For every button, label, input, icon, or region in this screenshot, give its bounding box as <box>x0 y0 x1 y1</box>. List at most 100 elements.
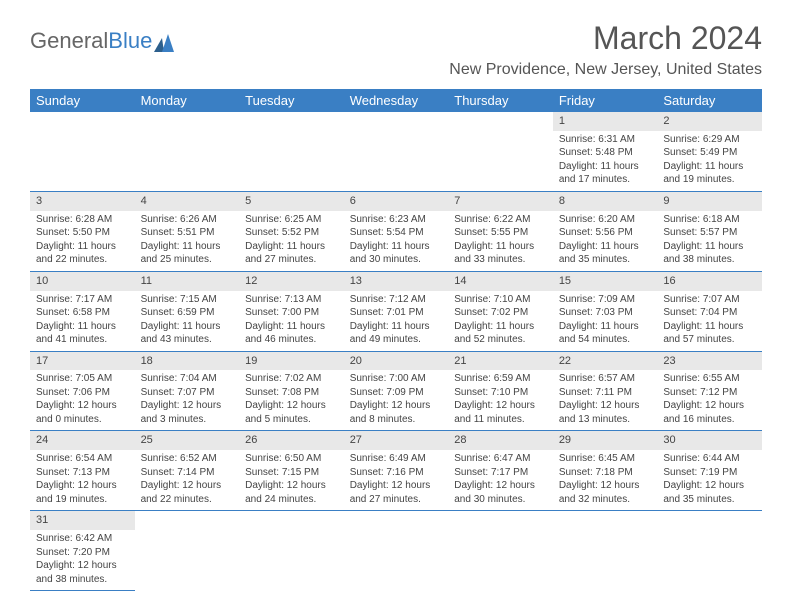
day-number: 8 <box>553 192 658 211</box>
day-content: Sunrise: 6:42 AMSunset: 7:20 PMDaylight:… <box>30 530 135 590</box>
day-number: 7 <box>448 192 553 211</box>
day-number: 5 <box>239 192 344 211</box>
sunset-text: Sunset: 7:03 PM <box>559 306 652 320</box>
daylight-text: Daylight: 11 hours and 33 minutes. <box>454 240 547 267</box>
day-number: 11 <box>135 272 240 291</box>
calendar-cell <box>344 112 449 191</box>
day-content: Sunrise: 6:26 AMSunset: 5:51 PMDaylight:… <box>135 211 240 271</box>
daylight-text: Daylight: 11 hours and 57 minutes. <box>663 320 756 347</box>
calendar-week: 31Sunrise: 6:42 AMSunset: 7:20 PMDayligh… <box>30 511 762 591</box>
weekday-header: Tuesday <box>239 89 344 112</box>
sunset-text: Sunset: 5:51 PM <box>141 226 234 240</box>
sunset-text: Sunset: 7:17 PM <box>454 466 547 480</box>
calendar-week: 10Sunrise: 7:17 AMSunset: 6:58 PMDayligh… <box>30 271 762 351</box>
day-content: Sunrise: 7:17 AMSunset: 6:58 PMDaylight:… <box>30 291 135 351</box>
sunrise-text: Sunrise: 6:57 AM <box>559 372 652 386</box>
day-content: Sunrise: 6:22 AMSunset: 5:55 PMDaylight:… <box>448 211 553 271</box>
sunrise-text: Sunrise: 7:17 AM <box>36 293 129 307</box>
day-content: Sunrise: 6:23 AMSunset: 5:54 PMDaylight:… <box>344 211 449 271</box>
sunrise-text: Sunrise: 6:52 AM <box>141 452 234 466</box>
day-number: 1 <box>553 112 658 131</box>
calendar-cell: 22Sunrise: 6:57 AMSunset: 7:11 PMDayligh… <box>553 351 658 431</box>
calendar-cell <box>448 112 553 191</box>
logo: GeneralBlue <box>30 28 174 54</box>
daylight-text: Daylight: 12 hours and 5 minutes. <box>245 399 338 426</box>
sunrise-text: Sunrise: 7:10 AM <box>454 293 547 307</box>
day-number: 15 <box>553 272 658 291</box>
day-number: 2 <box>657 112 762 131</box>
sunset-text: Sunset: 7:04 PM <box>663 306 756 320</box>
sunset-text: Sunset: 5:52 PM <box>245 226 338 240</box>
calendar-cell: 3Sunrise: 6:28 AMSunset: 5:50 PMDaylight… <box>30 191 135 271</box>
day-number: 20 <box>344 352 449 371</box>
day-content: Sunrise: 6:28 AMSunset: 5:50 PMDaylight:… <box>30 211 135 271</box>
sunset-text: Sunset: 7:16 PM <box>350 466 443 480</box>
day-content: Sunrise: 6:50 AMSunset: 7:15 PMDaylight:… <box>239 450 344 510</box>
daylight-text: Daylight: 11 hours and 54 minutes. <box>559 320 652 347</box>
day-number: 22 <box>553 352 658 371</box>
calendar-cell: 26Sunrise: 6:50 AMSunset: 7:15 PMDayligh… <box>239 431 344 511</box>
daylight-text: Daylight: 12 hours and 16 minutes. <box>663 399 756 426</box>
calendar-cell <box>135 511 240 591</box>
calendar-cell: 4Sunrise: 6:26 AMSunset: 5:51 PMDaylight… <box>135 191 240 271</box>
calendar-cell: 29Sunrise: 6:45 AMSunset: 7:18 PMDayligh… <box>553 431 658 511</box>
day-content: Sunrise: 7:12 AMSunset: 7:01 PMDaylight:… <box>344 291 449 351</box>
day-number: 6 <box>344 192 449 211</box>
day-number: 19 <box>239 352 344 371</box>
sunrise-text: Sunrise: 6:50 AM <box>245 452 338 466</box>
sunrise-text: Sunrise: 6:49 AM <box>350 452 443 466</box>
sunrise-text: Sunrise: 6:47 AM <box>454 452 547 466</box>
sunrise-text: Sunrise: 6:20 AM <box>559 213 652 227</box>
sunrise-text: Sunrise: 6:29 AM <box>663 133 756 147</box>
calendar-cell: 1Sunrise: 6:31 AMSunset: 5:48 PMDaylight… <box>553 112 658 191</box>
calendar-cell: 10Sunrise: 7:17 AMSunset: 6:58 PMDayligh… <box>30 271 135 351</box>
day-number: 30 <box>657 431 762 450</box>
daylight-text: Daylight: 12 hours and 3 minutes. <box>141 399 234 426</box>
sunset-text: Sunset: 7:06 PM <box>36 386 129 400</box>
sunrise-text: Sunrise: 7:04 AM <box>141 372 234 386</box>
sunrise-text: Sunrise: 6:42 AM <box>36 532 129 546</box>
calendar-cell: 8Sunrise: 6:20 AMSunset: 5:56 PMDaylight… <box>553 191 658 271</box>
daylight-text: Daylight: 12 hours and 8 minutes. <box>350 399 443 426</box>
calendar-cell: 13Sunrise: 7:12 AMSunset: 7:01 PMDayligh… <box>344 271 449 351</box>
day-number: 16 <box>657 272 762 291</box>
daylight-text: Daylight: 11 hours and 43 minutes. <box>141 320 234 347</box>
sunset-text: Sunset: 7:09 PM <box>350 386 443 400</box>
weekday-header: Thursday <box>448 89 553 112</box>
daylight-text: Daylight: 12 hours and 19 minutes. <box>36 479 129 506</box>
sunset-text: Sunset: 7:07 PM <box>141 386 234 400</box>
sunrise-text: Sunrise: 7:13 AM <box>245 293 338 307</box>
header: GeneralBlue March 2024 New Providence, N… <box>30 20 762 79</box>
day-content: Sunrise: 6:29 AMSunset: 5:49 PMDaylight:… <box>657 131 762 191</box>
calendar-cell <box>239 511 344 591</box>
daylight-text: Daylight: 11 hours and 30 minutes. <box>350 240 443 267</box>
sunrise-text: Sunrise: 7:02 AM <box>245 372 338 386</box>
month-title: March 2024 <box>449 20 762 57</box>
weekday-header: Monday <box>135 89 240 112</box>
daylight-text: Daylight: 11 hours and 46 minutes. <box>245 320 338 347</box>
sunset-text: Sunset: 7:13 PM <box>36 466 129 480</box>
sunset-text: Sunset: 7:02 PM <box>454 306 547 320</box>
day-number: 31 <box>30 511 135 530</box>
day-content: Sunrise: 7:15 AMSunset: 6:59 PMDaylight:… <box>135 291 240 351</box>
calendar-cell: 30Sunrise: 6:44 AMSunset: 7:19 PMDayligh… <box>657 431 762 511</box>
weekday-row: SundayMondayTuesdayWednesdayThursdayFrid… <box>30 89 762 112</box>
calendar-cell <box>657 511 762 591</box>
weekday-header: Wednesday <box>344 89 449 112</box>
day-number: 17 <box>30 352 135 371</box>
day-content: Sunrise: 6:47 AMSunset: 7:17 PMDaylight:… <box>448 450 553 510</box>
calendar-cell: 31Sunrise: 6:42 AMSunset: 7:20 PMDayligh… <box>30 511 135 591</box>
day-content: Sunrise: 6:59 AMSunset: 7:10 PMDaylight:… <box>448 370 553 430</box>
sunrise-text: Sunrise: 6:59 AM <box>454 372 547 386</box>
daylight-text: Daylight: 11 hours and 27 minutes. <box>245 240 338 267</box>
day-number: 12 <box>239 272 344 291</box>
calendar-cell: 18Sunrise: 7:04 AMSunset: 7:07 PMDayligh… <box>135 351 240 431</box>
calendar-cell: 2Sunrise: 6:29 AMSunset: 5:49 PMDaylight… <box>657 112 762 191</box>
sunset-text: Sunset: 7:15 PM <box>245 466 338 480</box>
calendar-cell: 16Sunrise: 7:07 AMSunset: 7:04 PMDayligh… <box>657 271 762 351</box>
calendar-body: 1Sunrise: 6:31 AMSunset: 5:48 PMDaylight… <box>30 112 762 591</box>
daylight-text: Daylight: 12 hours and 27 minutes. <box>350 479 443 506</box>
sunset-text: Sunset: 5:57 PM <box>663 226 756 240</box>
title-block: March 2024 New Providence, New Jersey, U… <box>449 20 762 79</box>
day-number: 28 <box>448 431 553 450</box>
